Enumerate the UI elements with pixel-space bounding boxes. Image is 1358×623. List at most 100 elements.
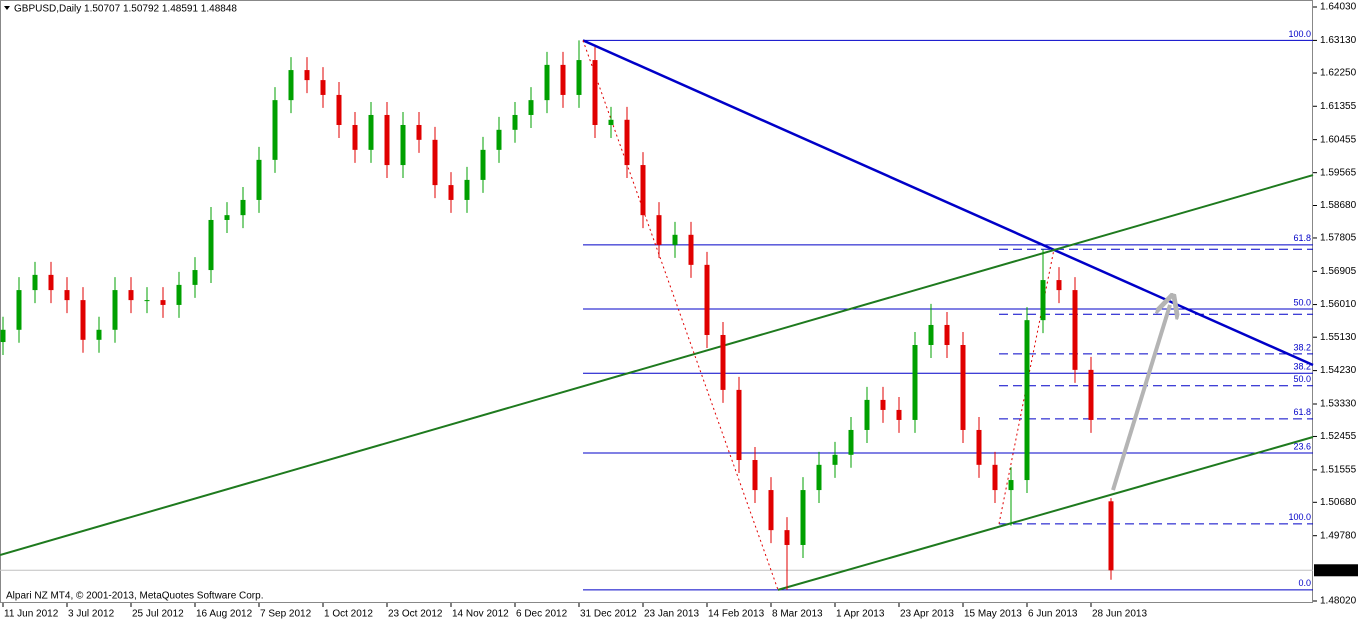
candle-body [368, 114, 374, 150]
candle-body [512, 114, 518, 130]
candle-body [784, 530, 790, 545]
candle-body [272, 100, 278, 160]
y-tick-label: 1.48020 [1320, 596, 1357, 607]
x-tick-label: 1 Apr 2013 [836, 609, 885, 620]
price-box-label: 1.48848 [1318, 565, 1355, 576]
x-tick-label: 15 May 2013 [964, 609, 1022, 620]
y-tick-label: 1.50680 [1320, 497, 1357, 508]
fib-label: 100.0 [1288, 29, 1311, 39]
y-tick-label: 1.52455 [1320, 431, 1357, 442]
fib-label: 100.0 [1288, 512, 1311, 522]
x-tick-label: 23 Jan 2013 [644, 609, 699, 620]
candle-body [976, 429, 982, 465]
candle-body [1008, 480, 1014, 491]
candle-body [1024, 320, 1030, 481]
candle-body [288, 70, 294, 101]
x-tick-label: 28 Jun 2013 [1092, 609, 1147, 620]
candle-body [400, 124, 406, 166]
candle-body [464, 179, 470, 200]
candle-body [608, 119, 614, 125]
candle-body [944, 324, 950, 346]
candle-body [304, 70, 310, 81]
candle-body [864, 399, 870, 430]
fib-label: 38.2 [1293, 342, 1311, 352]
candle-body [160, 300, 166, 305]
candle-body [1040, 280, 1046, 321]
chart-title: GBPUSD,Daily 1.50707 1.50792 1.48591 1.4… [14, 4, 237, 15]
candle-body [720, 334, 726, 390]
fib-label: 0.0 [1298, 578, 1311, 588]
y-tick-label: 1.54230 [1320, 365, 1357, 376]
trend-line [0, 174, 1314, 556]
candle-body [192, 270, 198, 285]
candle-body [896, 409, 902, 420]
candle-body [416, 124, 422, 140]
y-tick-label: 1.57805 [1320, 233, 1357, 244]
candle-body [112, 290, 118, 330]
candle-body [224, 215, 230, 220]
candle-body [960, 345, 966, 430]
fib-label: 50.0 [1293, 297, 1311, 307]
x-tick-label: 31 Dec 2012 [580, 609, 637, 620]
candle-body [1072, 290, 1078, 370]
y-tick-label: 1.56905 [1320, 266, 1357, 277]
candle-body [240, 199, 246, 216]
x-tick-label: 23 Apr 2013 [900, 609, 954, 620]
candle-body [1056, 280, 1062, 291]
candle-body [816, 464, 822, 491]
candle-body [208, 219, 214, 271]
candle-body [176, 284, 182, 305]
y-tick-label: 1.60455 [1320, 134, 1357, 145]
candle-body [432, 139, 438, 186]
y-tick-label: 1.56010 [1320, 299, 1357, 310]
candle-body [672, 234, 678, 245]
fib-label: 38.2 [1293, 362, 1311, 372]
candle-body [336, 94, 342, 125]
arrow [1111, 305, 1170, 491]
fib-label: 61.8 [1293, 233, 1311, 243]
candle-body [832, 454, 838, 465]
x-tick-label: 25 Jul 2012 [132, 609, 184, 620]
y-tick-label: 1.49780 [1320, 530, 1357, 541]
y-tick-label: 1.53330 [1320, 399, 1357, 410]
candle-body [688, 234, 694, 265]
candle-body [448, 185, 454, 200]
candle-body [1088, 369, 1094, 420]
x-tick-label: 1 Oct 2012 [324, 609, 373, 620]
candle-body [992, 464, 998, 491]
trend-line [582, 40, 779, 591]
candle-body [48, 274, 54, 291]
candle-body [0, 329, 6, 343]
x-tick-label: 16 Aug 2012 [196, 609, 253, 620]
candle-body [256, 159, 262, 200]
candle-body [576, 60, 582, 95]
y-tick-label: 1.61355 [1320, 101, 1357, 112]
y-tick-label: 1.59565 [1320, 167, 1357, 178]
candle-body [848, 429, 854, 455]
candle-body [880, 399, 886, 410]
candle-body [656, 215, 662, 245]
x-tick-label: 14 Nov 2012 [452, 609, 509, 620]
candle-body [384, 114, 390, 166]
candle-body [704, 264, 710, 335]
candle-body [800, 490, 806, 545]
candle-body [768, 490, 774, 531]
candle-body [480, 149, 486, 180]
candle-body [560, 64, 566, 95]
fib-label: 61.8 [1293, 407, 1311, 417]
candle-body [640, 165, 646, 216]
x-tick-label: 23 Oct 2012 [388, 609, 443, 620]
y-tick-label: 1.58680 [1320, 200, 1357, 211]
price-box [1314, 564, 1358, 577]
candle-body [96, 329, 102, 340]
candle-body [32, 274, 38, 291]
candle-body [528, 100, 534, 115]
fib-label: 23.6 [1293, 441, 1311, 451]
candle-body [320, 80, 326, 95]
trend-line [777, 436, 1314, 591]
candle-body [128, 290, 134, 301]
y-tick-label: 1.51555 [1320, 464, 1357, 475]
x-tick-label: 6 Jun 2013 [1028, 609, 1078, 620]
